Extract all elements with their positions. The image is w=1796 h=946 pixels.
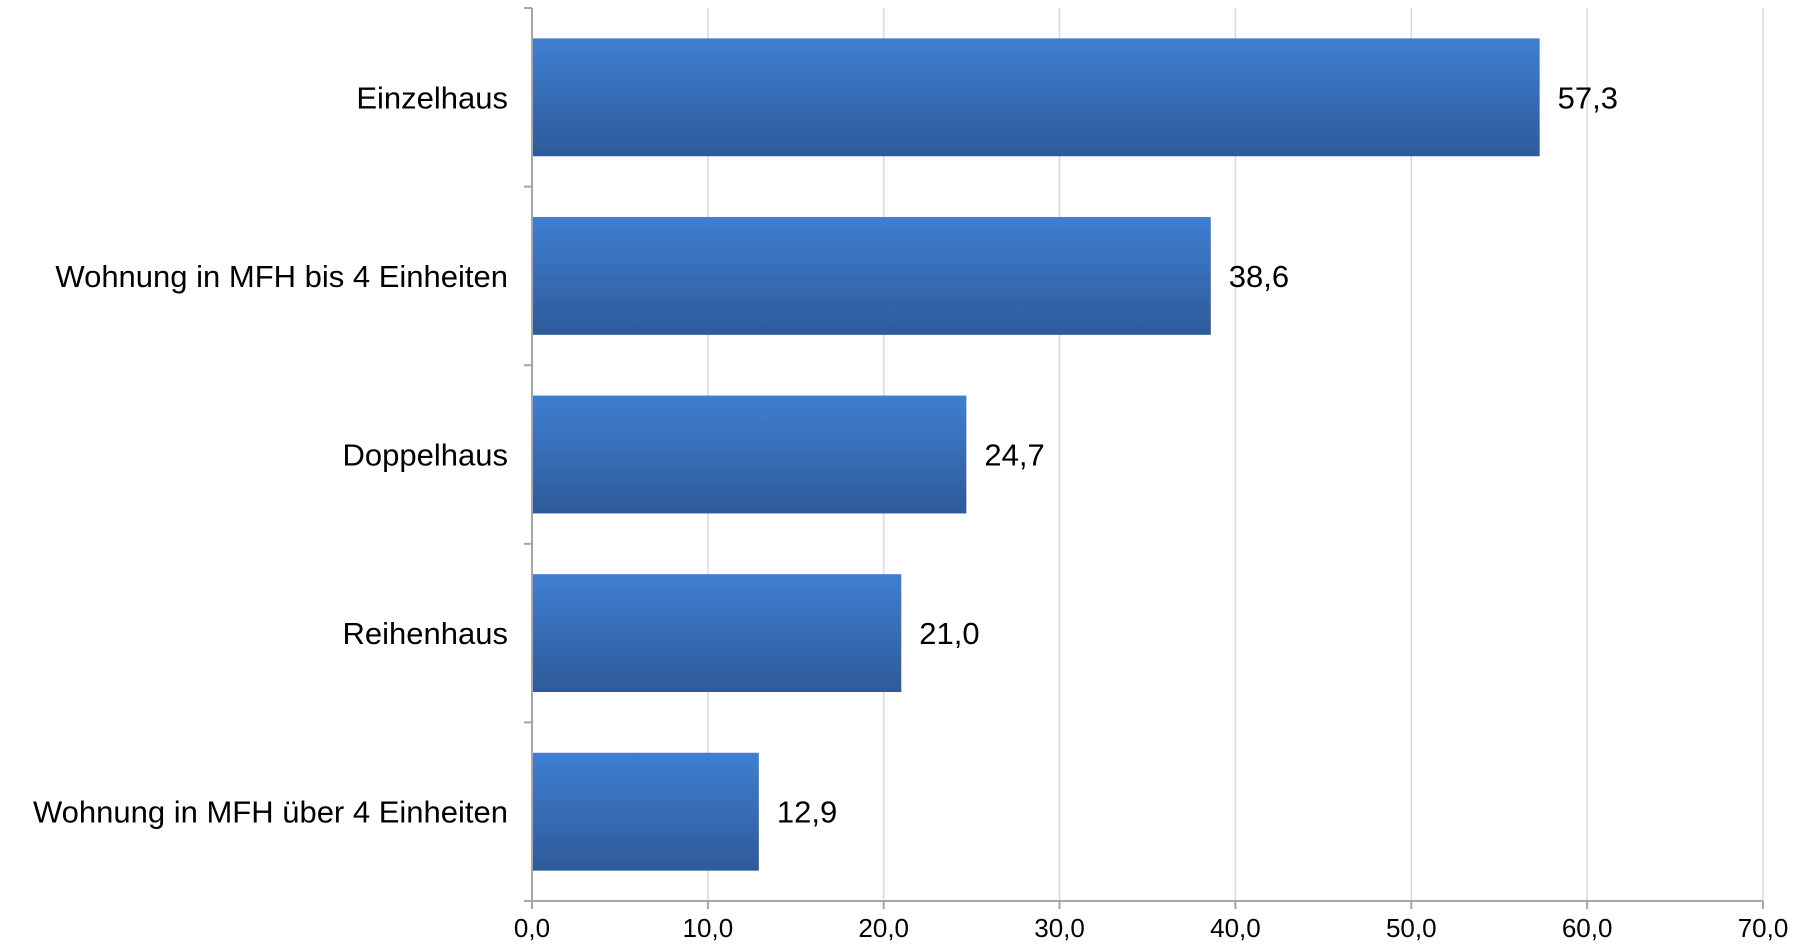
bar-3 bbox=[533, 574, 902, 693]
x-tick-label-4: 40,0 bbox=[1210, 913, 1261, 941]
bars bbox=[533, 38, 1540, 871]
category-label-0: Einzelhaus bbox=[356, 80, 508, 115]
x-tick-label-1: 10,0 bbox=[683, 913, 734, 941]
x-tick-label-7: 70,0 bbox=[1738, 913, 1789, 941]
x-tick-label-0: 0,0 bbox=[514, 913, 550, 941]
value-label-3: 21,0 bbox=[919, 616, 979, 651]
category-label-1: Wohnung in MFH bis 4 Einheiten bbox=[55, 259, 508, 294]
category-label-2: Doppelhaus bbox=[343, 438, 508, 473]
bar-0 bbox=[533, 38, 1540, 157]
x-tick-label-5: 50,0 bbox=[1386, 913, 1437, 941]
value-label-2: 24,7 bbox=[984, 438, 1044, 473]
gridlines bbox=[707, 8, 1764, 901]
value-label-1: 38,6 bbox=[1229, 259, 1289, 294]
bar-4 bbox=[533, 752, 759, 871]
bar-2 bbox=[533, 395, 967, 514]
x-tick-label-6: 60,0 bbox=[1562, 913, 1613, 941]
value-label-4: 12,9 bbox=[777, 795, 837, 830]
x-tick-label-2: 20,0 bbox=[858, 913, 909, 941]
category-label-4: Wohnung in MFH über 4 Einheiten bbox=[33, 795, 508, 830]
bar-1 bbox=[533, 216, 1211, 335]
labels: 0,0 10,0 20,0 30,0 40,0 50,0 60,0 70,0 57,3 Einze… bbox=[33, 80, 1789, 943]
category-label-3: Reihenhaus bbox=[343, 616, 508, 651]
value-label-0: 57,3 bbox=[1558, 80, 1618, 115]
x-tick-label-3: 30,0 bbox=[1034, 913, 1085, 941]
axes bbox=[524, 7, 1764, 909]
